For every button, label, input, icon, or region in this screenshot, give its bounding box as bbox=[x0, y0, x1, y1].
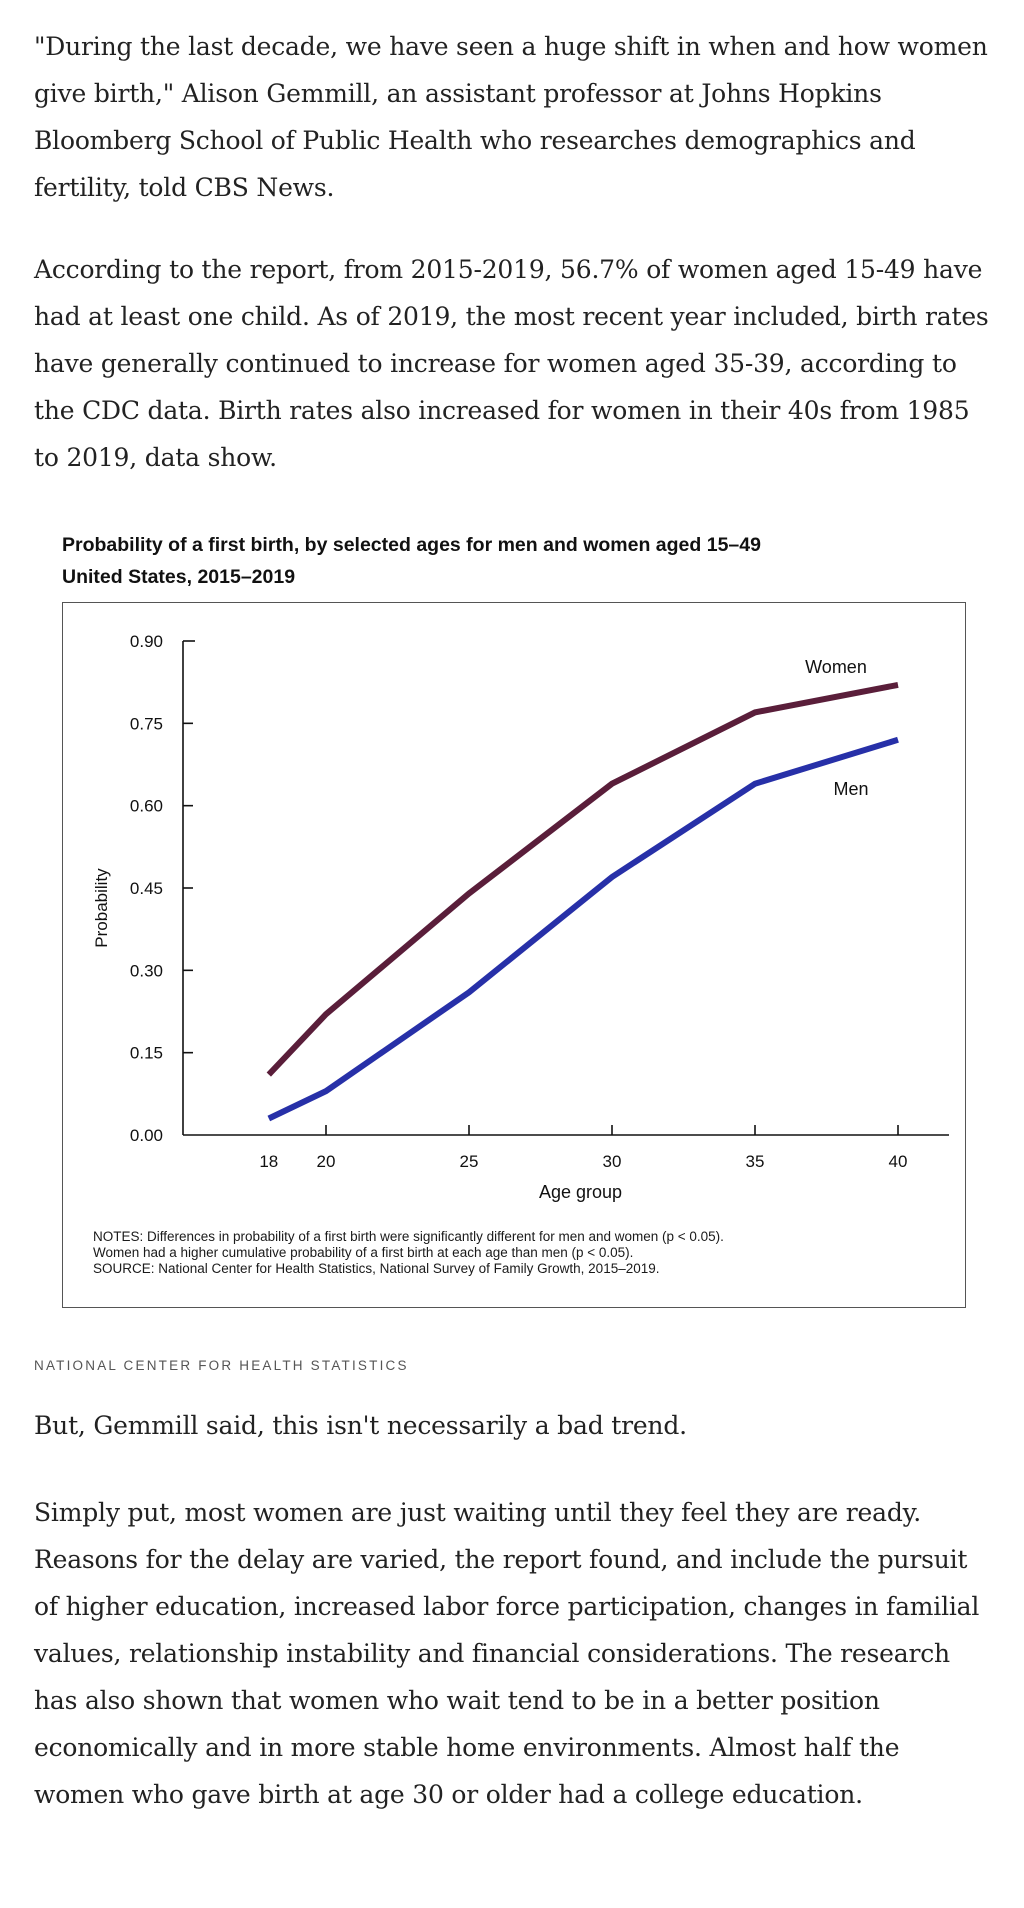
y-tick-label: 0.90 bbox=[130, 632, 163, 651]
series-line-men bbox=[267, 736, 899, 1122]
chart-note-line: NOTES: Differences in probability of a f… bbox=[93, 1229, 724, 1244]
y-axis-title: Probability bbox=[92, 868, 111, 948]
x-tick-label: 20 bbox=[317, 1152, 336, 1171]
article-paragraph: But, Gemmill said, this isn't necessaril… bbox=[34, 1411, 687, 1440]
article-paragraph: "During the last decade, we have seen a … bbox=[34, 32, 988, 202]
article-paragraph: Simply put, most women are just waiting … bbox=[34, 1498, 980, 1809]
y-tick-label: 0.75 bbox=[130, 714, 163, 733]
y-tick-label: 0.60 bbox=[130, 797, 163, 816]
chart-figure: Probability of a first birth, by selecte… bbox=[34, 518, 994, 1348]
series-label: Men bbox=[833, 779, 868, 799]
x-axis-title: Age group bbox=[539, 1182, 622, 1202]
x-tick-label: 25 bbox=[460, 1152, 479, 1171]
chart-title: Probability of a first birth, by selecte… bbox=[62, 534, 761, 556]
series-label: Women bbox=[805, 657, 867, 677]
chart-subtitle: United States, 2015–2019 bbox=[62, 566, 296, 588]
chart-note-line: Women had a higher cumulative probabilit… bbox=[93, 1245, 634, 1260]
x-tick-label: 18 bbox=[259, 1152, 278, 1171]
y-tick-label: 0.00 bbox=[130, 1126, 163, 1145]
y-tick-label: 0.45 bbox=[130, 879, 163, 898]
chart-notes: NOTES: Differences in probability of a f… bbox=[93, 1229, 933, 1277]
series-line-women bbox=[266, 681, 899, 1077]
y-tick-label: 0.30 bbox=[130, 961, 163, 980]
line-chart: 0.00 0.15 0.30 0.45 0.60 0.75 0.90 18 20 25 30 35 40… bbox=[92, 632, 949, 1202]
chart-source-line: SOURCE: National Center for Health Stati… bbox=[93, 1261, 660, 1276]
y-tick-label: 0.15 bbox=[130, 1044, 163, 1063]
x-tick-label: 40 bbox=[889, 1152, 908, 1171]
article-paragraph: According to the report, from 2015-2019,… bbox=[34, 255, 989, 472]
chart-frame: 0.00 0.15 0.30 0.45 0.60 0.75 0.90 18 20 25 30 35 40… bbox=[62, 602, 966, 1308]
x-tick-label: 35 bbox=[746, 1152, 765, 1171]
image-credit: NATIONAL CENTER FOR HEALTH STATISTICS bbox=[34, 1358, 409, 1373]
x-tick-label: 30 bbox=[603, 1152, 622, 1171]
